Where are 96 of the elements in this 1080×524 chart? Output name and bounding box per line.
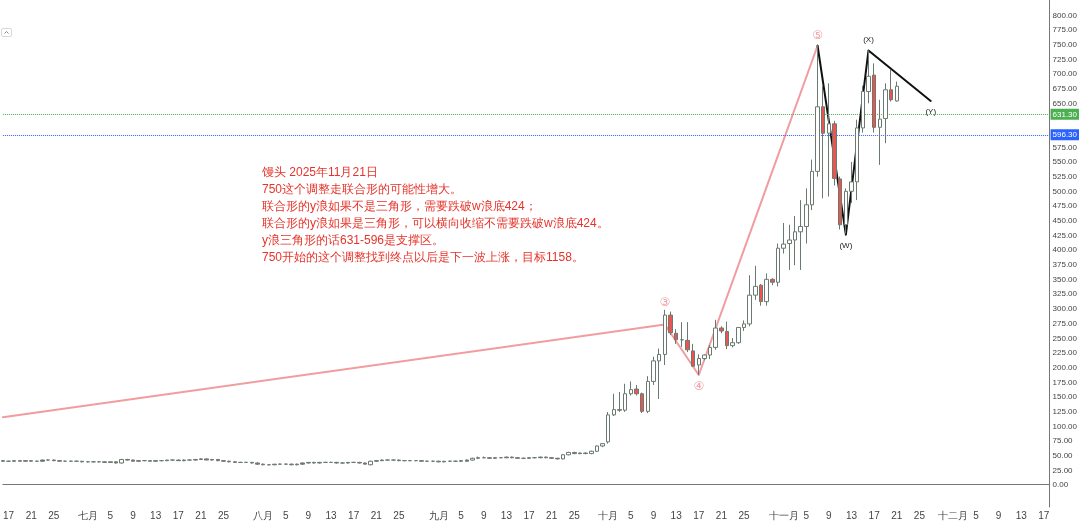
candlestick xyxy=(674,328,678,345)
x-tick-label: 25 xyxy=(48,509,60,521)
y-tick-label: 750.00 xyxy=(1052,40,1078,50)
x-tick-label: 17 xyxy=(172,509,185,521)
annotation: 联合形的y浪如果是三角形，可以横向收缩不需要跌破w浪底424。 xyxy=(262,216,609,230)
x-tick-label: 21 xyxy=(891,509,903,521)
y-tick-label: 250.00 xyxy=(1052,333,1078,343)
y-tick-label: 400.00 xyxy=(1052,245,1078,255)
y-tick-label: 725.00 xyxy=(1052,54,1078,64)
x-tick-label: 17 xyxy=(693,509,705,521)
y-tick-label: 375.00 xyxy=(1052,260,1078,270)
x-tick-label: 9 xyxy=(826,509,833,521)
annotation: 馒头 2025年11月21日 xyxy=(261,165,378,179)
x-tick-label: 七月 xyxy=(77,509,98,521)
y-tick-label: 650.00 xyxy=(1052,98,1078,108)
x-tick-label: 21 xyxy=(546,509,558,521)
x-tick-label: 25 xyxy=(913,509,926,521)
y-tick-label: 450.00 xyxy=(1052,216,1078,226)
annotation: ⑤ xyxy=(812,27,823,42)
y-tick-label: 75.00 xyxy=(1052,436,1074,446)
x-tick-label: 21 xyxy=(715,509,728,521)
y-tick-label: 475.00 xyxy=(1052,201,1078,211)
y-tick-label: 50.00 xyxy=(1052,450,1074,460)
x-tick-label: 25 xyxy=(738,509,751,521)
x-tick-label: 13 xyxy=(325,509,338,521)
x-tick-label: 21 xyxy=(195,509,207,521)
y-tick-label: 0.00 xyxy=(1052,480,1069,490)
annotation: ④ xyxy=(693,378,705,393)
annotation: (Y) xyxy=(925,107,937,117)
x-tick-label: 13 xyxy=(150,509,162,521)
x-tick-label: 25 xyxy=(568,509,581,521)
x-tick-label: 9 xyxy=(995,509,1002,521)
x-tick-label: 17 xyxy=(348,509,360,521)
y-tick-label: 300.00 xyxy=(1052,304,1078,314)
candlestick xyxy=(40,458,45,463)
x-tick-label: 9 xyxy=(130,509,137,521)
y-tick-label: 225.00 xyxy=(1052,348,1078,358)
candlestick xyxy=(680,321,684,348)
y-tick-label: 550.00 xyxy=(1052,157,1078,167)
x-tick-label: 13 xyxy=(670,509,683,521)
y-tick-label: 25.00 xyxy=(1052,465,1074,475)
y-tick-label: 125.00 xyxy=(1052,406,1078,416)
y-tick-label: 150.00 xyxy=(1052,392,1078,402)
x-tick-label: 5 xyxy=(803,509,810,521)
x-tick-label: 17 xyxy=(523,509,536,521)
x-tick-label: 21 xyxy=(25,509,38,521)
x-tick-label: 13 xyxy=(500,509,513,521)
y-tick-label: 800.00 xyxy=(1052,10,1078,20)
x-tick-label: 21 xyxy=(370,509,383,521)
annotation: ③ xyxy=(659,294,671,309)
x-tick-label: 十月 xyxy=(598,509,619,521)
x-tick-label: 5 xyxy=(282,509,289,521)
y-tick-label: 425.00 xyxy=(1052,230,1078,240)
annotation: (W) xyxy=(839,241,853,251)
ref-line-label: 631.30 xyxy=(1052,109,1078,119)
x-tick-label: 八月 xyxy=(253,509,274,521)
y-tick-label: 775.00 xyxy=(1052,25,1078,35)
x-tick-label: 十二月 xyxy=(938,509,969,521)
annotation: 750开始的这个调整找到终点以后是下一波上涨，目标1158。 xyxy=(262,250,584,264)
x-tick-label: 13 xyxy=(845,509,858,521)
y-tick-label: 575.00 xyxy=(1052,142,1078,152)
annotation: (X) xyxy=(863,34,875,44)
x-tick-label: 25 xyxy=(217,509,230,521)
x-tick-label: 9 xyxy=(305,509,312,521)
x-tick-label: 5 xyxy=(628,509,635,521)
y-tick-label: 175.00 xyxy=(1052,377,1078,387)
line-series xyxy=(1,44,819,419)
y-tick-label: 700.00 xyxy=(1052,69,1078,79)
candlestick xyxy=(691,343,695,368)
y-tick-label: 100.00 xyxy=(1052,421,1078,431)
candlestick xyxy=(606,411,610,445)
candlestick xyxy=(895,81,899,103)
annotation: 联合形的y浪如果不是三角形，需要跌破w浪底424； xyxy=(262,199,537,213)
x-tick-label: 9 xyxy=(481,509,487,521)
x-tick-label: 5 xyxy=(458,509,465,521)
y-tick-label: 525.00 xyxy=(1052,172,1078,182)
annotation: y浪三角形的话631-596是支撑区。 xyxy=(262,233,445,247)
annotation: 750这个调整走联合形的可能性增大。 xyxy=(262,182,463,196)
x-tick-label: 9 xyxy=(650,509,657,521)
ref-line-label: 596.30 xyxy=(1052,130,1078,140)
x-tick-label: 5 xyxy=(973,509,980,521)
x-tick-label: 17 xyxy=(868,509,881,521)
x-tick-label: 17 xyxy=(1038,509,1050,521)
y-tick-label: 350.00 xyxy=(1052,274,1078,284)
x-tick-label: 13 xyxy=(1015,509,1028,521)
y-tick-label: 675.00 xyxy=(1052,84,1078,94)
y-tick-label: 275.00 xyxy=(1052,318,1078,328)
x-tick-label: 十一月 xyxy=(768,509,799,521)
x-tick-label: 17 xyxy=(3,509,15,521)
x-tick-label: 九月 xyxy=(428,509,449,521)
y-tick-label: 500.00 xyxy=(1052,186,1078,196)
candlestick xyxy=(685,321,690,353)
y-tick-label: 200.00 xyxy=(1052,362,1078,372)
x-tick-label: 25 xyxy=(393,509,405,521)
x-tick-label: 5 xyxy=(107,509,114,521)
y-tick-label: 325.00 xyxy=(1052,289,1078,299)
